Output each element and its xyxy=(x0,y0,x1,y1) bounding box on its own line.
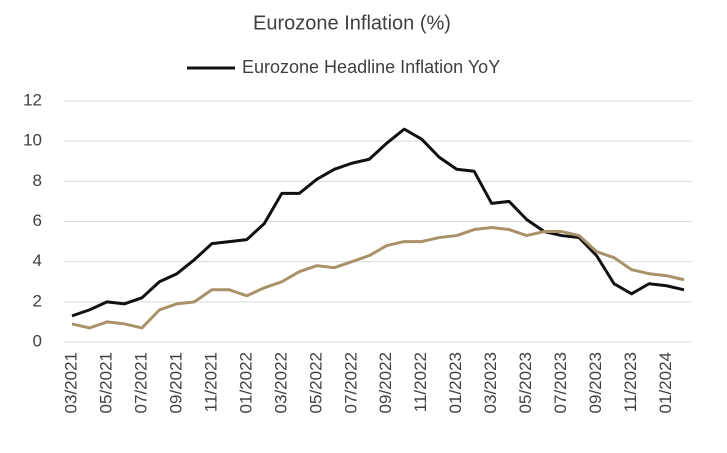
x-tick-label: 09/2022 xyxy=(376,352,395,413)
x-tick-label: 03/2022 xyxy=(271,352,290,413)
y-tick-label: 10 xyxy=(23,131,42,150)
y-tick-label: 2 xyxy=(33,291,42,310)
x-tick-label: 05/2023 xyxy=(516,352,535,413)
x-tick-label: 11/2022 xyxy=(411,352,430,412)
legend-label: Eurozone Headline Inflation YoY xyxy=(242,57,500,77)
x-tick-label: 07/2021 xyxy=(131,352,150,413)
x-tick-label: 09/2021 xyxy=(166,352,185,413)
y-tick-label: 8 xyxy=(33,171,42,190)
y-tick-label: 6 xyxy=(33,211,42,230)
series-line xyxy=(71,127,685,318)
x-tick-label: 01/2023 xyxy=(446,352,465,413)
series-line xyxy=(71,226,685,330)
x-tick-label: 09/2023 xyxy=(586,352,605,413)
x-tick-label: 07/2022 xyxy=(341,352,360,413)
x-tick-label: 03/2023 xyxy=(481,352,500,413)
x-tick-label: 01/2024 xyxy=(656,352,675,413)
y-tick-label: 0 xyxy=(33,331,42,350)
chart-title: Eurozone Inflation (%) xyxy=(253,12,451,34)
x-tick-label: 03/2021 xyxy=(61,352,80,413)
x-tick-label: 05/2022 xyxy=(306,352,325,413)
y-tick-label: 12 xyxy=(23,90,42,109)
x-tick-label: 07/2023 xyxy=(551,352,570,413)
x-tick-label: 11/2021 xyxy=(201,352,220,412)
x-tick-label: 01/2022 xyxy=(236,352,255,413)
x-tick-label: 05/2021 xyxy=(96,352,115,413)
x-tick-label: 11/2023 xyxy=(621,352,640,412)
y-tick-label: 4 xyxy=(33,251,42,270)
